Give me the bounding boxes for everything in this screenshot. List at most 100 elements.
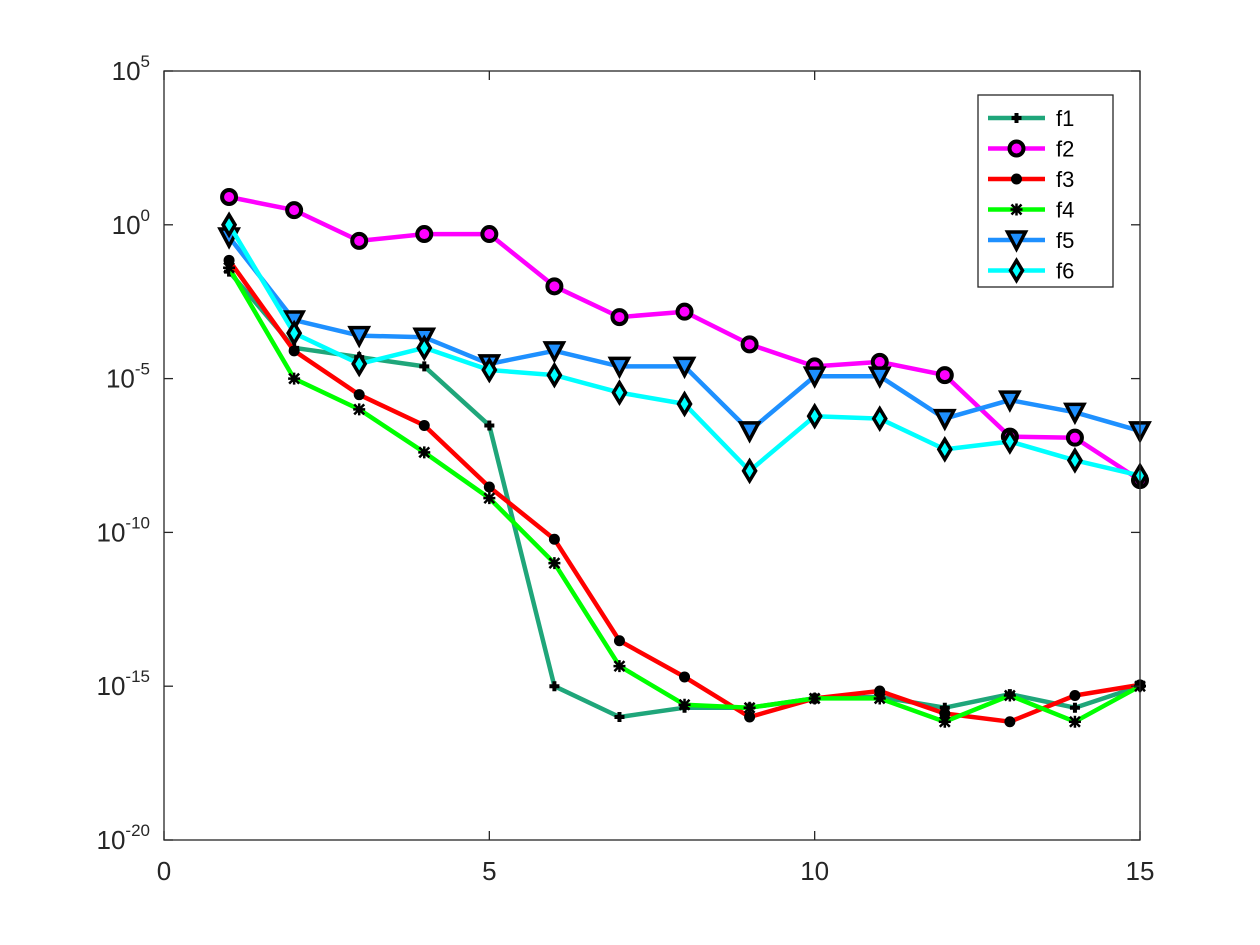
series-f4 xyxy=(223,261,1146,728)
axes-box xyxy=(163,70,1141,841)
data-point-f4-4 xyxy=(418,446,431,459)
data-point-f3-5 xyxy=(483,481,495,493)
legend-marker xyxy=(1004,230,1029,253)
data-point-f2-4 xyxy=(415,225,434,244)
data-point-f4-8 xyxy=(678,698,691,711)
data-point-f6-7 xyxy=(611,379,628,407)
data-point-f5-7 xyxy=(607,356,632,380)
data-point-f4-12 xyxy=(938,715,951,728)
data-point-f2-3 xyxy=(350,231,369,250)
data-point-f6-5 xyxy=(481,356,498,384)
data-point-f4-10 xyxy=(808,692,821,705)
data-point-f6-6 xyxy=(546,361,563,389)
data-point-f5-9 xyxy=(737,421,762,444)
legend-item-f4: f4 xyxy=(988,198,1074,223)
data-point-f6-12 xyxy=(936,435,953,463)
series-f6 xyxy=(221,211,1149,490)
data-point-f2-9 xyxy=(740,335,759,354)
data-point-f5-11 xyxy=(867,366,892,389)
data-point-f6-2 xyxy=(286,319,303,347)
data-point-f4-3 xyxy=(353,403,366,416)
data-point-f1-14 xyxy=(1069,702,1080,713)
data-point-f1-5 xyxy=(484,420,495,431)
data-point-f6-9 xyxy=(741,457,758,485)
data-point-f4-11 xyxy=(873,692,886,705)
y-tick-label: 105 xyxy=(112,52,150,86)
legend-marker xyxy=(1010,203,1023,216)
series-f2 xyxy=(220,188,1149,490)
y-tick-label: 10-5 xyxy=(106,360,150,394)
data-point-f4-6 xyxy=(548,557,561,570)
legend-marker xyxy=(1011,113,1022,123)
data-point-f1-7 xyxy=(614,711,625,722)
y-tick-label: 100 xyxy=(112,206,150,240)
legend-label: f6 xyxy=(1056,259,1074,284)
legend-marker xyxy=(1008,257,1025,284)
x-tick-label: 10 xyxy=(800,856,829,886)
data-point-f2-5 xyxy=(480,225,499,244)
y-tick-label: 10-10 xyxy=(97,513,151,547)
y-tick-label: 10-15 xyxy=(97,667,151,701)
data-point-f5-13 xyxy=(997,390,1022,413)
data-point-f2-6 xyxy=(545,277,564,296)
data-point-f2-8 xyxy=(675,302,694,321)
data-point-f4-13 xyxy=(1003,689,1016,702)
data-point-f5-8 xyxy=(672,356,697,380)
legend-label: f1 xyxy=(1056,106,1074,131)
data-point-f5-6 xyxy=(542,341,567,364)
legend-item-f6: f6 xyxy=(988,257,1074,284)
data-point-f5-14 xyxy=(1063,402,1087,426)
data-point-f6-8 xyxy=(676,390,693,418)
data-point-f3-3 xyxy=(353,389,365,401)
data-point-f2-12 xyxy=(935,366,954,385)
data-point-f6-10 xyxy=(806,402,823,430)
legend-label: f5 xyxy=(1056,228,1074,253)
data-point-f6-3 xyxy=(351,350,368,378)
data-point-f1-6 xyxy=(549,681,560,692)
data-point-f2-1 xyxy=(220,188,239,207)
data-point-f4-5 xyxy=(483,492,496,505)
data-point-f6-13 xyxy=(1001,428,1018,455)
legend-item-f1: f1 xyxy=(988,106,1074,131)
data-point-f2-2 xyxy=(285,201,304,220)
x-tick-label: 0 xyxy=(157,856,171,886)
ticks-layer: 0 5 10 15 105 100 10-5 10-10 10-15 10-20 xyxy=(97,52,1155,886)
legend-label: f2 xyxy=(1056,137,1074,162)
data-point-f3-13 xyxy=(1004,716,1016,728)
data-point-f5-3 xyxy=(347,325,372,349)
data-point-f4-1 xyxy=(223,261,236,274)
data-point-f3-8 xyxy=(679,671,691,683)
x-tick-label: 15 xyxy=(1126,856,1155,886)
data-point-f3-2 xyxy=(288,345,300,357)
data-point-f5-10 xyxy=(802,366,827,389)
data-point-f4-7 xyxy=(613,660,626,673)
data-point-f5-12 xyxy=(932,408,957,432)
data-point-f4-9 xyxy=(743,701,756,714)
data-point-f3-6 xyxy=(548,533,560,545)
data-point-f6-11 xyxy=(871,405,888,433)
legend-marker xyxy=(1011,173,1022,185)
data-point-f6-1 xyxy=(221,211,238,239)
data-point-f2-7 xyxy=(610,308,629,327)
y-tick-label: 10-20 xyxy=(97,821,151,855)
data-point-f3-4 xyxy=(418,419,430,431)
x-tick-label: 5 xyxy=(482,856,496,886)
data-point-f4-14 xyxy=(1068,715,1081,728)
legend: f1 f2 f3 f4 f5 f6 xyxy=(977,94,1114,288)
legend-box xyxy=(977,94,1114,288)
legend-label: f4 xyxy=(1056,198,1074,223)
data-point-f6-14 xyxy=(1066,446,1083,474)
legend-marker xyxy=(1007,139,1026,158)
data-point-f3-7 xyxy=(613,635,625,647)
data-point-f6-4 xyxy=(416,334,433,362)
legend-item-f5: f5 xyxy=(988,228,1074,253)
data-point-f1-4 xyxy=(419,361,430,372)
legend-item-f3: f3 xyxy=(988,167,1074,192)
data-point-f2-14 xyxy=(1065,428,1084,447)
legend-label: f3 xyxy=(1056,167,1074,192)
data-point-f4-2 xyxy=(288,372,301,385)
data-point-f3-14 xyxy=(1069,689,1081,701)
legend-item-f2: f2 xyxy=(988,137,1074,162)
series-f5 xyxy=(217,227,1152,444)
